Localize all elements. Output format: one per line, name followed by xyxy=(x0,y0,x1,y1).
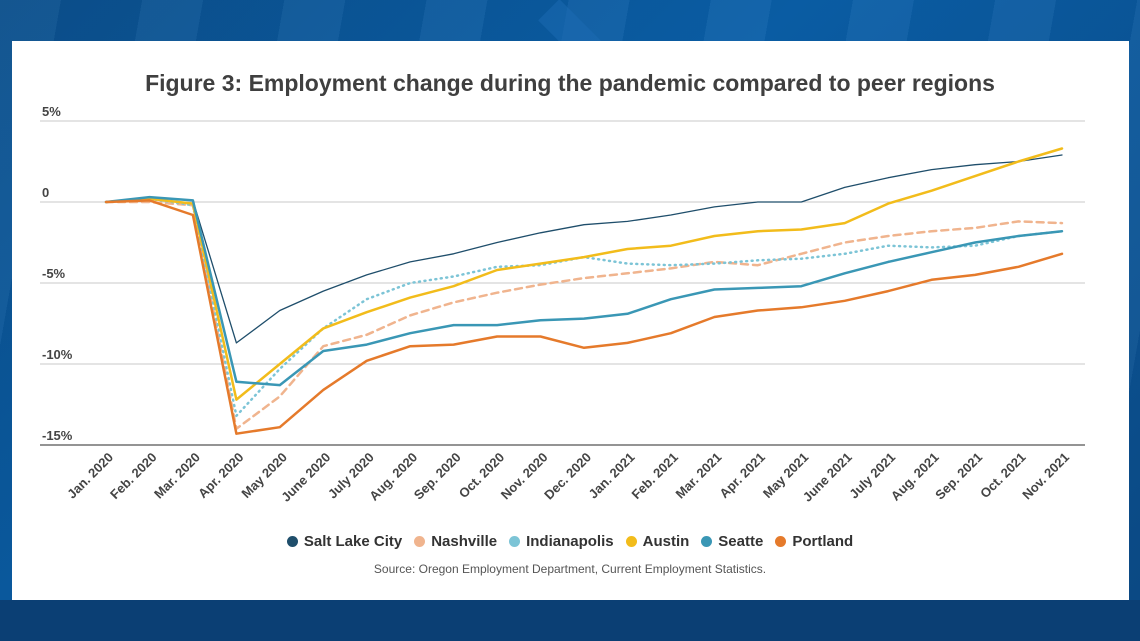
chart-panel xyxy=(12,41,1129,600)
legend-item-seatte: Seatte xyxy=(701,533,763,550)
legend-label: Austin xyxy=(642,533,690,550)
legend-label: Salt Lake City xyxy=(303,533,403,550)
legend-item-nashville: Nashville xyxy=(414,533,497,550)
x-tick-label: Sep. 2020 xyxy=(411,450,464,503)
legend-item-portland: Portland xyxy=(775,533,853,550)
series-line-salt-lake-city xyxy=(105,154,1063,344)
x-tick-label: Sep. 2021 xyxy=(932,450,985,503)
x-tick-label: Feb. 2021 xyxy=(629,450,682,503)
bottom-band xyxy=(0,600,1140,641)
x-tick-label: Aug. 2021 xyxy=(888,450,942,504)
legend-marker xyxy=(775,536,787,547)
chart-legend: Salt Lake City Nashville Indianapolis Austi… xyxy=(0,533,1140,550)
series-line-portland xyxy=(104,199,1064,435)
legend-label: Seatte xyxy=(718,533,764,550)
legend-marker xyxy=(414,536,426,547)
x-tick-label: Apr. 2020 xyxy=(195,450,246,501)
y-tick-label: -5% xyxy=(42,266,66,281)
y-tick-label: -10% xyxy=(42,347,73,362)
x-tick-label: Mar. 2021 xyxy=(672,450,724,502)
y-tick-label: -15% xyxy=(42,428,73,443)
source-note: Source: Oregon Employment Department, Cu… xyxy=(373,562,767,576)
legend-label: Indianapolis xyxy=(526,533,614,550)
x-tick-label: Aug. 2020 xyxy=(366,450,420,504)
chart-title: Figure 3: Employment change during the p… xyxy=(145,70,995,96)
legend-marker xyxy=(509,536,521,547)
legend-label: Nashville xyxy=(431,533,498,550)
series-line-nashville xyxy=(104,200,1064,431)
x-tick-label: Feb. 2020 xyxy=(107,450,160,503)
x-tick-label: Mar. 2020 xyxy=(151,450,203,502)
legend-marker xyxy=(286,536,298,547)
series-line-austin xyxy=(104,147,1064,401)
x-tick-label: Dec. 2020 xyxy=(541,450,594,503)
y-tick-label: 5% xyxy=(42,104,61,119)
y-tick-label: 0 xyxy=(42,185,49,200)
series-line-seatte xyxy=(104,195,1064,387)
legend-item-salt-lake-city: Salt Lake City xyxy=(286,533,403,550)
legend-item-austin: Austin xyxy=(625,533,690,550)
x-tick-label: Nov. 2021 xyxy=(1019,450,1072,503)
x-tick-label: Apr. 2021 xyxy=(716,450,767,501)
legend-marker xyxy=(625,536,637,547)
legend-marker xyxy=(701,536,713,547)
legend-item-indianapolis: Indianapolis xyxy=(509,533,614,550)
legend-label: Portland xyxy=(792,533,854,550)
